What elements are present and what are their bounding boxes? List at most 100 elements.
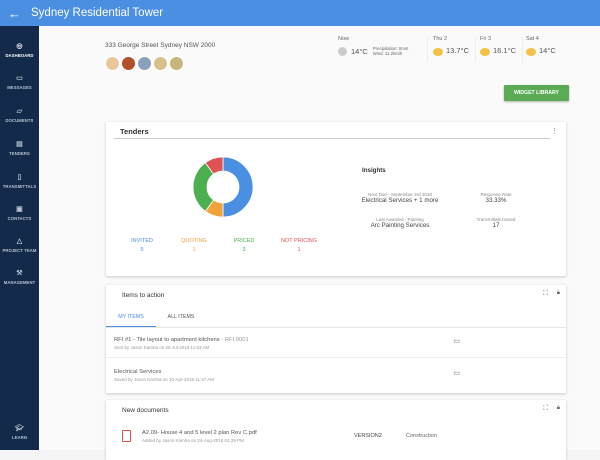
weather-label: Now [338, 36, 350, 42]
transmittal-icon: ▯ [17, 174, 22, 181]
tenders-donut-chart [192, 156, 254, 218]
insight-label: Last Awarded - Painting [376, 217, 424, 222]
widget-library-button[interactable]: WIDGET LIBRARY [504, 85, 569, 101]
legend-label: INVITED [131, 238, 153, 244]
avatar[interactable] [137, 56, 152, 71]
legend-not-pricing: NOT PRICING 1 [274, 238, 324, 253]
top-bar: ← Sydney Residential Tower [0, 0, 600, 26]
insight-value: 33.33% [485, 197, 507, 204]
list-item[interactable]: Electrical Services Saved by Jason Kamha… [106, 358, 566, 391]
insight-label: Response Rate [480, 192, 512, 197]
donut-slice-invited[interactable] [222, 156, 254, 218]
folder-icon: ▱ [16, 108, 23, 115]
lock-icon[interactable]: 🔒︎ [556, 290, 560, 296]
legend-invited: INVITED 5 [122, 238, 162, 253]
sidebar-item-tenders[interactable]: ▤ TENDERS [0, 140, 39, 156]
sidebar-item-transmittals[interactable]: ▯ TRANSMITTALS [0, 173, 39, 189]
sidebar-item-dashboard[interactable]: ◎ DASHBOARD [0, 42, 39, 58]
insight-transmittals: Transmittals Issued 17 [456, 217, 536, 229]
legend-value: 1 [297, 247, 301, 253]
insight-last-awarded: Last Awarded - Painting Arc Painting Serv… [350, 217, 450, 229]
sidebar-label: LEARN [12, 435, 27, 440]
avatar[interactable] [153, 56, 168, 71]
tenders-card: Tenders ⋮ INVITED 5 QUOTING 1 PRICED 3 NOT … [106, 122, 566, 276]
tab-my-items[interactable]: MY ITEMS [106, 310, 156, 327]
sidebar-label: CONTACTS [7, 216, 32, 221]
sidebar-label: MANAGEMENT [3, 280, 36, 285]
calendar-icon[interactable]: ▭ [453, 338, 460, 345]
page-title: Sydney Residential Tower [31, 7, 164, 19]
more-options-icon[interactable]: ⋮ [551, 128, 558, 135]
project-address: 333 George Street Sydney NSW 2000 [105, 42, 216, 49]
legend-priced: PRICED 3 [224, 238, 264, 253]
sidebar-label: TENDERS [9, 151, 30, 156]
list-item[interactable]: RFI #1 - Tile layout to apartment kitche… [106, 328, 566, 358]
docs-title: New documents [122, 407, 169, 414]
insight-value: Arc Painting Services [370, 222, 430, 229]
items-to-action-card: Items to action ⛶ 🔒︎ MY ITEMS ALL ITEMS … [106, 285, 566, 393]
expand-icon[interactable]: ⛶ [543, 405, 548, 412]
lock-icon[interactable]: 🔒︎ [556, 405, 560, 411]
rain-icon [526, 47, 536, 56]
legend-value: 3 [242, 247, 246, 253]
insight-label: Next Due - September 3rd 2018 [368, 192, 432, 197]
dashboard-icon: ◎ [16, 43, 23, 50]
insight-response-rate: Response Rate 33.33% [456, 192, 536, 204]
legend-quoting: QUOTING 1 [174, 238, 214, 253]
sidebar-item-management[interactable]: ⚒ MANAGEMENT [0, 269, 39, 285]
item-name: RFI #1 - Tile layout to apartment kitche… [114, 337, 220, 343]
forecast-day: Fri 3 16.1°C [480, 36, 516, 56]
pdf-file-icon [122, 430, 131, 442]
tenders-icon: ▤ [16, 141, 23, 148]
donut-slice-not-pricing[interactable] [204, 156, 224, 175]
sidebar-item-project-team[interactable]: △ PROJECT TEAM [0, 237, 39, 253]
moon-icon [338, 46, 347, 56]
insight-value: Electrical Services + 1 more [361, 197, 439, 204]
forecast-day-label: Fri 3 [480, 36, 491, 42]
back-arrow-icon[interactable]: ← [8, 5, 21, 21]
document-row[interactable]: A2.09- House 4 and 5 level 2 plan Rev C.… [106, 426, 566, 456]
forecast-temp: 16.1°C [493, 46, 517, 55]
team-avatars [105, 56, 185, 71]
weather-temp: 14°C [351, 46, 368, 56]
items-title: Items to action [122, 292, 165, 299]
message-icon: ▭ [16, 75, 23, 82]
sidebar-item-documents[interactable]: ▱ DOCUMENTS [0, 107, 39, 123]
sidebar-item-learn[interactable]: 🎓︎ LEARN [0, 424, 39, 440]
precipitation: Precipitation: 0mm [372, 46, 409, 51]
tab-all-items[interactable]: ALL ITEMS [167, 314, 195, 320]
forecast-temp: 14°C [539, 46, 556, 55]
tenders-title: Tenders [120, 127, 149, 136]
sidebar-label: DOCUMENTS [5, 118, 34, 123]
avatar[interactable] [105, 56, 120, 71]
document-status: Construction [406, 433, 437, 439]
avatar[interactable] [121, 56, 136, 71]
expand-icon[interactable]: ⛶ [543, 290, 548, 297]
forecast-day-label: Sat 4 [526, 36, 539, 42]
forecast-day: Thu 2 13.7°C [433, 36, 469, 56]
forecast-day: Sat 4 14°C [526, 36, 556, 56]
document-subtitle: Added by Jason Kamha on 24-Aug-2018 03:2… [142, 438, 244, 443]
sidebar-label: TRANSMITTALS [2, 184, 37, 189]
sidebar-item-contacts[interactable]: ▣ CONTACTS [0, 205, 39, 221]
item-name: Electrical Services [114, 369, 162, 375]
insight-value: 17 [492, 222, 500, 229]
team-icon: △ [16, 238, 23, 245]
sidebar: ◎ DASHBOARD ▭ MESSAGES ▱ DOCUMENTS ▤ TENDERS… [0, 26, 39, 450]
item-subtitle: Sent by Jason Kamha on 25-Jul-2018 11:53… [114, 345, 210, 350]
new-documents-card: New documents ⛶ 🔒︎ A2.09- House 4 and 5 … [106, 400, 566, 460]
item-subtitle: Saved by Jason Kamha on 10-Apr-2018 11:4… [114, 377, 214, 382]
partly-cloudy-icon [480, 47, 490, 56]
contacts-icon: ▣ [16, 206, 23, 213]
forecast-temp: 13.7°C [446, 46, 470, 55]
wind: Wind: 11.2km/h [372, 51, 403, 56]
sidebar-item-messages[interactable]: ▭ MESSAGES [0, 74, 39, 90]
avatar[interactable] [169, 56, 184, 71]
partly-cloudy-icon [433, 47, 443, 56]
insight-label: Transmittals Issued [476, 217, 516, 222]
weather-now: Now 14°C Precipitation: 0mm Wind: 11.2km/… [338, 36, 408, 56]
legend-label: PRICED [233, 238, 255, 244]
legend-label: QUOTING [181, 238, 207, 244]
legend-value: 1 [192, 247, 196, 253]
calendar-icon[interactable]: ▭ [453, 370, 460, 377]
